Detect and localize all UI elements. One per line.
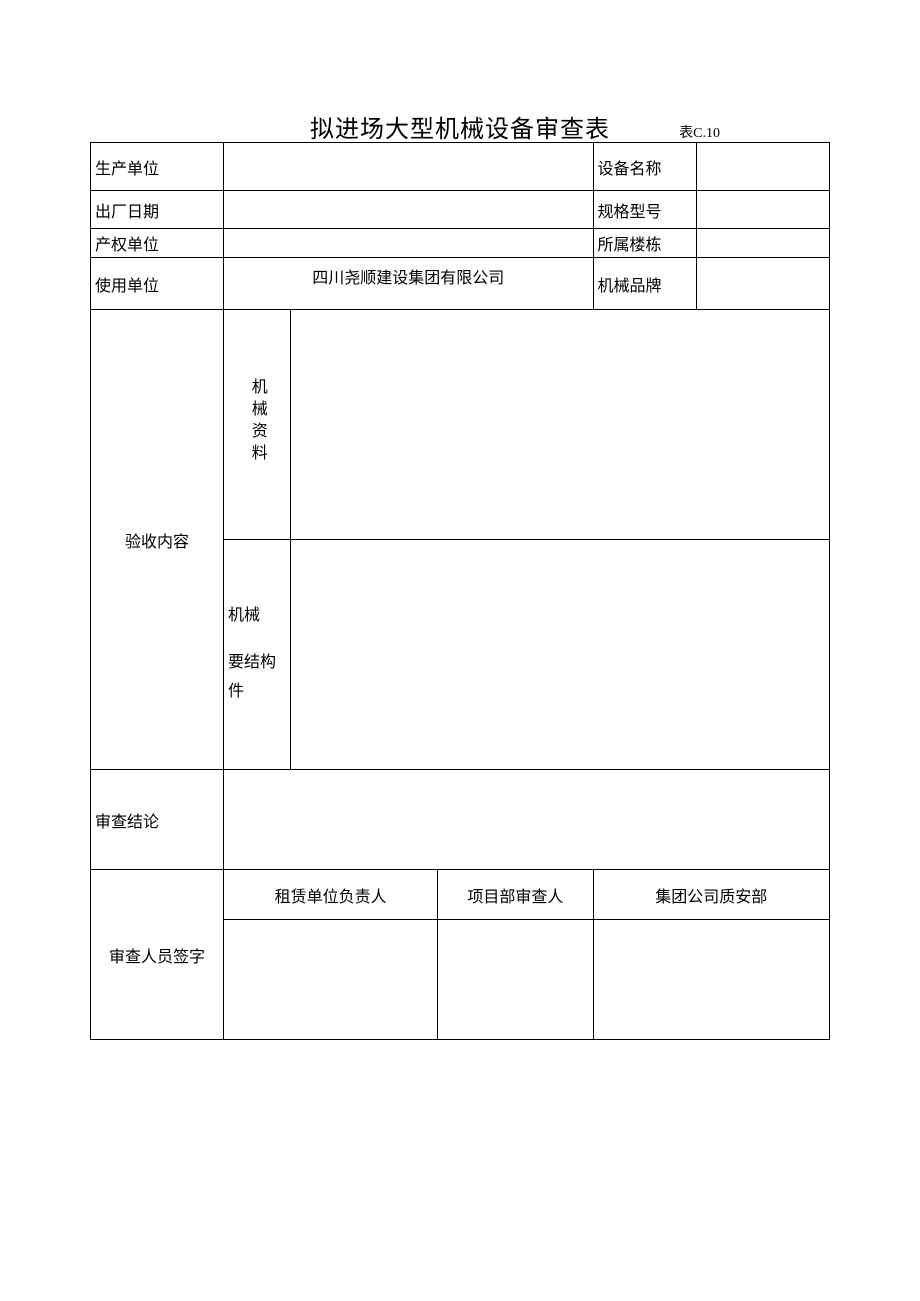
value-equipment-name	[696, 143, 829, 191]
label-factory-date: 出厂日期	[91, 191, 224, 229]
label-reviewer-signature: 审查人员签字	[91, 870, 224, 1040]
value-lease-signature	[224, 920, 438, 1040]
value-factory-date	[224, 191, 593, 229]
value-ownership-unit	[224, 229, 593, 258]
value-production-unit	[224, 143, 593, 191]
form-code: 表C.10	[679, 122, 720, 142]
label-spec-model: 规格型号	[593, 191, 696, 229]
label-machine-materials: 机械资料	[224, 310, 291, 540]
value-group-signature	[593, 920, 830, 1040]
label-project-reviewer: 项目部审查人	[438, 870, 593, 920]
value-machine-brand	[696, 258, 829, 310]
label-machine-brand: 机械品牌	[593, 258, 696, 310]
value-spec-model	[696, 191, 829, 229]
label-production-unit: 生产单位	[91, 143, 224, 191]
label-group-safety-dept: 集团公司质安部	[593, 870, 830, 920]
value-building	[696, 229, 829, 258]
value-using-unit: 四川尧顺建设集团有限公司	[224, 258, 593, 310]
label-machine-components: 机械 要结构件	[224, 540, 291, 770]
label-building: 所属楼栋	[593, 229, 696, 258]
label-using-unit: 使用单位	[91, 258, 224, 310]
equipment-review-form: 生产单位 设备名称 出厂日期 规格型号 产权单位 所属楼栋 使用单位 四川尧顺建…	[90, 142, 830, 1040]
value-machine-components	[290, 540, 829, 770]
value-review-conclusion	[224, 770, 830, 870]
label-ownership-unit: 产权单位	[91, 229, 224, 258]
label-inspection-content: 验收内容	[91, 310, 224, 770]
label-equipment-name: 设备名称	[593, 143, 696, 191]
title-row: 拟进场大型机械设备审查表 表C.10	[90, 110, 830, 144]
value-project-signature	[438, 920, 593, 1040]
label-lease-unit-leader: 租赁单位负责人	[224, 870, 438, 920]
form-title: 拟进场大型机械设备审查表	[310, 109, 610, 144]
label-review-conclusion: 审查结论	[91, 770, 224, 870]
value-machine-materials	[290, 310, 829, 540]
